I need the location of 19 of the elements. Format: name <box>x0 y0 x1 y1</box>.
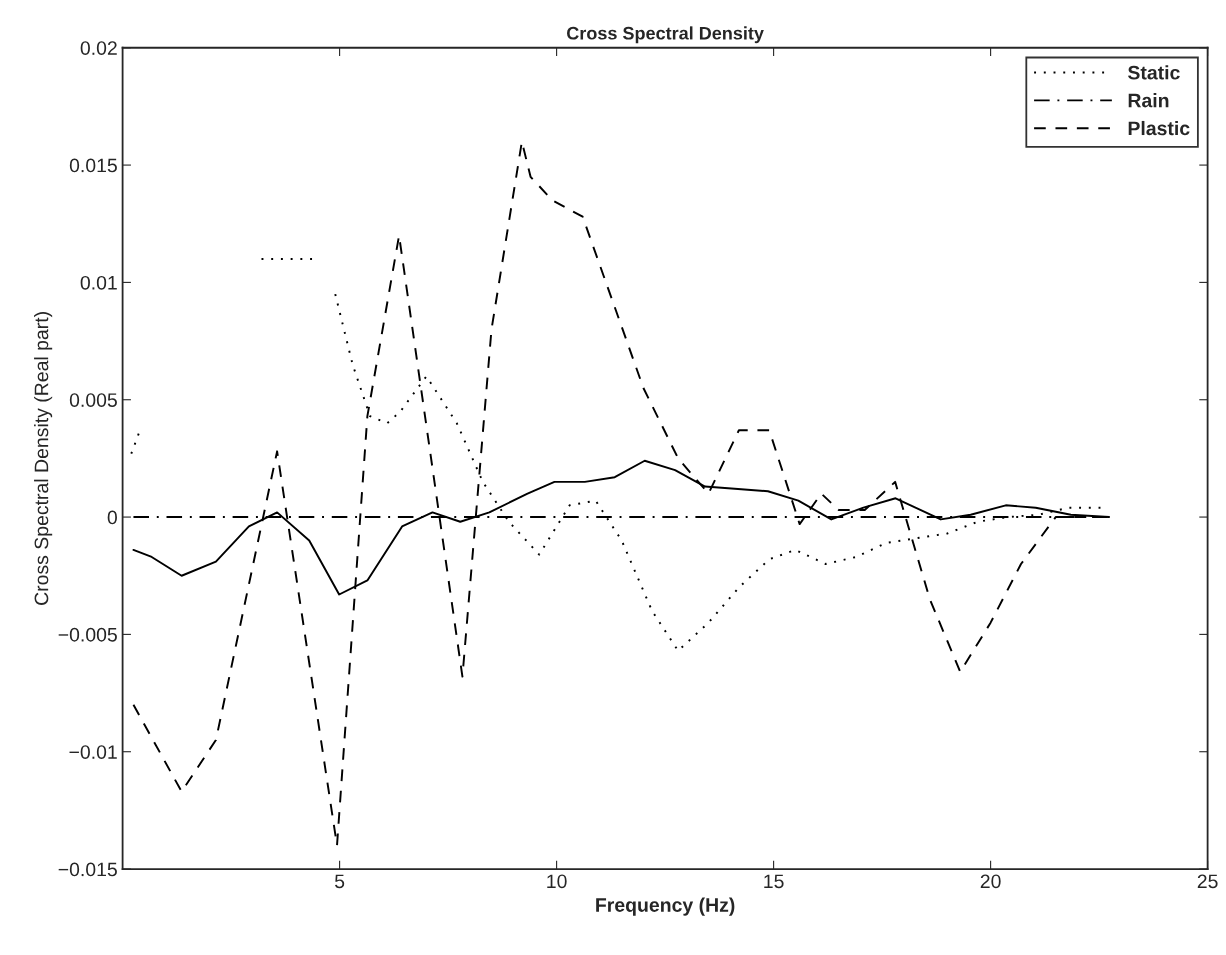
legend-label: Rain <box>1128 93 1169 108</box>
y-axis-title: Cross Spectral Density (Real part) <box>34 312 53 605</box>
y-tick-label: −0.015 <box>58 862 117 877</box>
x-axis-title: Frequency (Hz) <box>596 897 735 916</box>
y-tick-label: 0.02 <box>80 41 117 55</box>
x-tick-label: 25 <box>1197 874 1218 889</box>
x-tick-label: 20 <box>980 874 1001 889</box>
y-tick-label: 0.01 <box>80 275 117 290</box>
chart-title: Cross Spectral Density <box>567 26 764 44</box>
y-tick-label: 0 <box>107 510 117 525</box>
y-tick-label: 0.015 <box>69 158 117 173</box>
y-tick-label: −0.01 <box>69 745 117 759</box>
y-tick-label: 0.005 <box>69 393 117 407</box>
y-tick-label: −0.005 <box>58 627 117 642</box>
legend-label: Static <box>1127 65 1180 80</box>
x-tick-label: 15 <box>764 874 784 889</box>
x-tick-label: 10 <box>547 874 567 889</box>
x-tick-label: 5 <box>334 874 345 889</box>
legend-label: Plastic <box>1128 120 1190 136</box>
